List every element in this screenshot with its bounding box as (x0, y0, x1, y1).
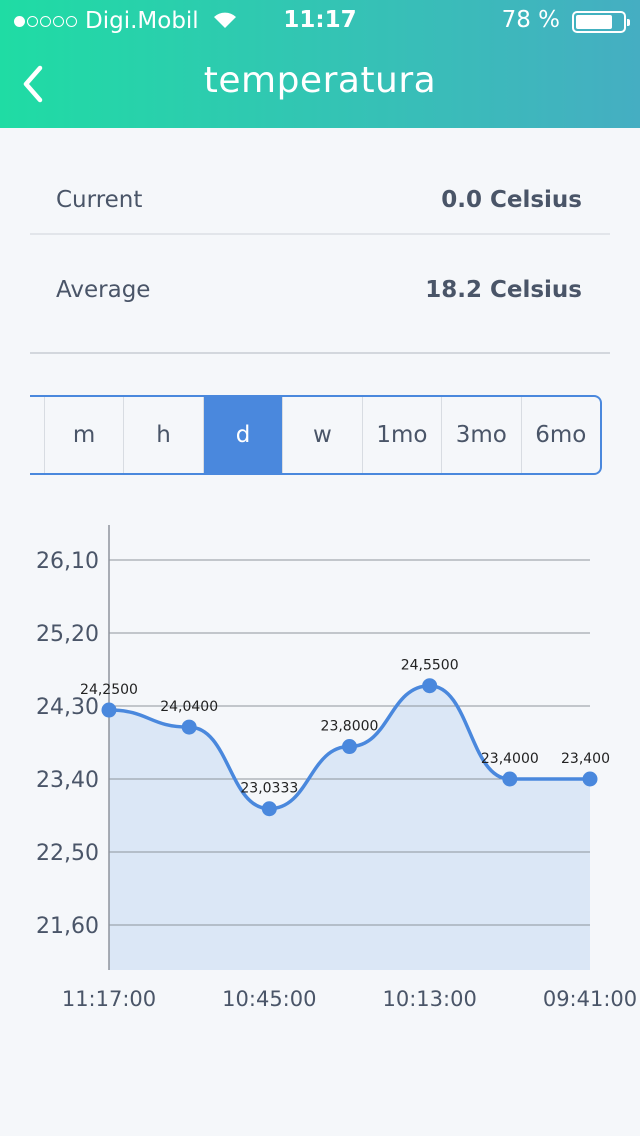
x-tick-label: 10:13:00 (383, 987, 477, 1011)
status-time: 11:17 (283, 7, 357, 33)
range-option-m[interactable]: m (43, 397, 123, 473)
signal-dot (27, 16, 38, 27)
chart-area-fill (109, 685, 590, 970)
stat-label: Average (56, 277, 151, 303)
stat-value: 18.2 Celsius (425, 277, 582, 303)
range-option-6mo[interactable]: 6mo (520, 397, 600, 473)
stat-value: 0.0 Celsius (441, 187, 582, 213)
data-point (261, 801, 277, 817)
x-tick-label: 09:41:00 (543, 987, 637, 1011)
data-label: 24,5500 (401, 658, 459, 674)
stat-row-average: Average 18.2 Celsius (30, 233, 610, 323)
x-tick-label: 10:45:00 (222, 987, 316, 1011)
battery-level (576, 15, 612, 29)
data-point (582, 771, 598, 787)
status-bar: Digi.Mobil 11:17 78 % (0, 0, 640, 40)
status-left: Digi.Mobil (14, 7, 238, 34)
data-point (342, 739, 357, 755)
page-title: temperatura (203, 60, 437, 101)
data-label: 23,8000 (321, 719, 379, 735)
data-point (181, 719, 197, 735)
range-selector: m h d w 1mo 3mo 6mo (30, 395, 602, 475)
divider (30, 352, 610, 354)
signal-dots (14, 7, 79, 33)
stat-row-current: Current 0.0 Celsius (30, 143, 610, 235)
y-tick-label: 22,50 (36, 841, 99, 866)
battery-icon (572, 11, 630, 33)
navigation-header: Digi.Mobil 11:17 78 % temperatura (0, 0, 640, 128)
data-point (101, 702, 117, 718)
wifi-icon (214, 12, 237, 28)
data-label: 23,4000 (481, 751, 539, 767)
chevron-left-icon[interactable] (18, 64, 48, 104)
range-option-3mo[interactable]: 3mo (441, 397, 520, 473)
data-point (422, 678, 438, 694)
data-point (502, 771, 518, 787)
carrier-name: Digi.Mobil (85, 8, 199, 34)
stat-label: Current (56, 187, 143, 213)
signal-dot (66, 16, 77, 27)
battery-nub (627, 19, 630, 26)
data-label: 24,0400 (160, 699, 218, 715)
range-option-h[interactable]: h (123, 397, 202, 473)
y-tick-label: 26,10 (36, 549, 99, 574)
data-label: 24,2500 (80, 682, 138, 698)
y-tick-label: 24,30 (36, 695, 99, 720)
data-label: 23,0333 (240, 781, 298, 797)
data-label: 23,400 (561, 751, 610, 767)
range-option-1mo[interactable]: 1mo (361, 397, 441, 473)
y-tick-label: 21,60 (36, 914, 99, 939)
x-tick-label: 11:17:00 (62, 987, 156, 1011)
y-tick-label: 23,40 (36, 768, 99, 793)
signal-dot (53, 16, 64, 27)
signal-dot (40, 16, 51, 27)
range-option-d[interactable]: d (202, 397, 283, 473)
battery-percent: 78 % (501, 7, 560, 33)
signal-dot (14, 16, 25, 27)
y-tick-label: 25,20 (36, 622, 99, 647)
range-option-w[interactable]: w (282, 397, 361, 473)
